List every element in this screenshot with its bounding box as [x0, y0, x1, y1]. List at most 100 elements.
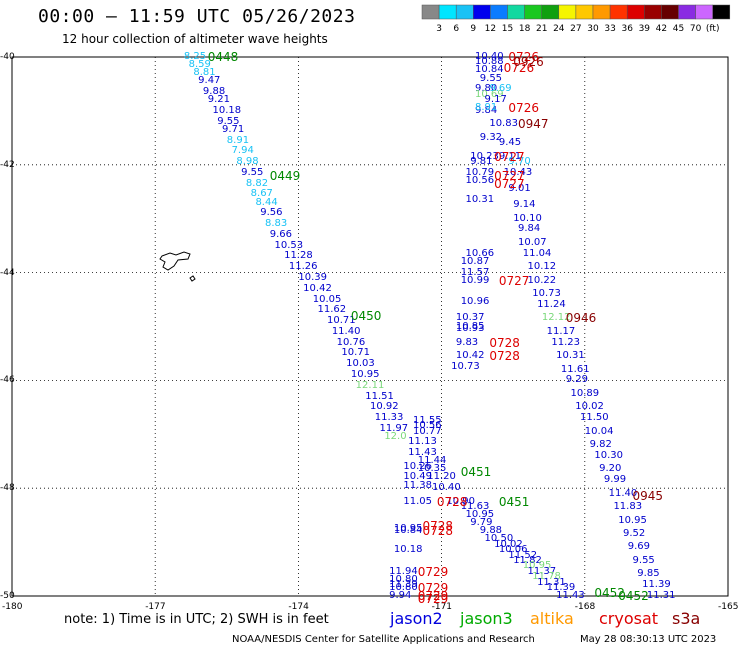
wave-height-value: 11.40: [608, 487, 638, 499]
wave-height-value: 11.38: [403, 479, 433, 491]
scale-tick-label: 39: [639, 24, 651, 34]
wave-height-value: 11.24: [537, 298, 566, 310]
pass-time-label: 0728: [489, 349, 520, 364]
wave-height-value: 10.95: [350, 369, 380, 380]
wave-height-value: 12.0: [384, 430, 407, 442]
wave-height-value: 10.71: [327, 315, 356, 327]
wave-height-value: 10.39: [298, 271, 328, 283]
wave-height-value: 10.37: [455, 312, 485, 324]
wave-height-value: 10.85: [455, 320, 485, 332]
lon-axis-label: -177: [145, 602, 166, 612]
wave-height-value: 9.52: [622, 528, 646, 539]
lat-axis-label: -46: [0, 375, 15, 386]
pass-time-label: 0729: [417, 591, 449, 606]
wave-height-value: 10.18: [212, 104, 242, 116]
wave-height-value: 8.81: [193, 67, 216, 79]
wave-height-value: 11.39: [642, 579, 671, 591]
wave-height-value: 8.59: [188, 59, 211, 71]
scale-tick-label: 27: [570, 24, 581, 34]
wave-height-value: 9.94: [389, 590, 412, 601]
lat-axis-label: -42: [0, 159, 15, 170]
wave-height-value: 11.44: [417, 455, 447, 467]
pass-time-label: 0727: [494, 176, 525, 191]
wave-height-value: 8.98: [236, 156, 259, 168]
wave-height-value: 10.79: [465, 166, 495, 178]
wave-height-value: 9.55: [479, 72, 503, 84]
wave-height-value: 11.43: [556, 590, 585, 601]
legend-item-altika: altika: [530, 609, 574, 628]
scale-tick-label: 70: [690, 24, 702, 34]
wave-height-value: 11.28: [284, 250, 313, 262]
pass-time-label: 0728: [489, 335, 520, 350]
wave-height-value: 9.56: [260, 207, 283, 219]
pass-time-label: 0729: [417, 580, 449, 595]
pass-time-label: 0452: [594, 586, 625, 601]
wave-height-value: 9.17: [484, 94, 507, 106]
scale-tick-label: 36: [621, 24, 633, 34]
wave-height-value: 10.99: [460, 274, 490, 286]
wave-height-value: 10.56: [412, 420, 442, 432]
wave-height-value: 10.23: [470, 150, 499, 162]
wave-height-value: 11.51: [365, 390, 394, 402]
pass-time-label: 0451: [460, 465, 492, 480]
wave-height-value: 9.55: [241, 166, 264, 178]
pass-time-label: 0449: [269, 168, 301, 183]
wave-height-value: 8.82: [245, 177, 269, 189]
wave-height-value: 9.80: [475, 83, 498, 95]
wave-height-value: 9.69: [489, 83, 512, 95]
wave-height-value: 10.93: [455, 323, 485, 335]
wave-height-value: 9.84: [517, 223, 541, 235]
wave-height-value: 10.80: [389, 581, 418, 593]
scale-tick-label: 3: [436, 24, 442, 34]
wave-height-value: 10.56: [465, 174, 495, 186]
wave-height-value: 10.30: [594, 449, 623, 461]
legend-item-cryosat: cryosat: [599, 609, 659, 628]
wave-height-value: 11.40: [331, 325, 361, 337]
wave-height-value: 11.97: [379, 422, 409, 434]
lon-axis-label: -174: [288, 602, 309, 612]
pass-time-label: 0727: [498, 273, 530, 288]
wave-height-value: 11.31: [537, 576, 566, 588]
wave-height-value: 10.95: [465, 509, 495, 521]
wave-height-value: 11.39: [389, 579, 418, 591]
wave-height-value: 11.63: [460, 501, 490, 513]
pass-time-label: 0947: [517, 117, 549, 132]
scale-tick-label: 9: [470, 24, 476, 34]
pass-time-label: 0728: [422, 524, 454, 539]
wave-height-value: 10.40: [475, 51, 504, 62]
footer-note: note: 1) Time is in UTC; 2) SWH is in fe…: [64, 612, 329, 627]
wave-height-value: 10.07: [517, 236, 547, 248]
wave-height-value: 10.83: [489, 118, 518, 130]
wave-height-value: 10.73: [532, 288, 561, 300]
scale-tick-label: 6: [453, 24, 459, 34]
wave-height-value: 9.32: [479, 131, 503, 143]
wave-height-value: 11.82: [513, 554, 542, 566]
wave-height-value: 10.02: [494, 538, 523, 550]
wave-height-value: 10.49: [403, 471, 433, 483]
wave-height-value: 10.04: [584, 425, 614, 437]
pass-time-label: 0450: [350, 308, 382, 323]
wave-height-value: 11.62: [317, 304, 347, 316]
wave-height-value: 9.99: [603, 474, 627, 486]
wave-height-value: 10.76: [336, 336, 366, 348]
legend-item-jason3: jason3: [460, 609, 513, 628]
wave-height-value: 8.91: [226, 134, 250, 146]
wave-height-value: 10.95: [522, 560, 552, 572]
pass-time-label: 0727: [494, 168, 525, 183]
wave-height-value: 10.10: [513, 212, 542, 224]
wave-height-value: 9.84: [475, 104, 498, 116]
wave-height-value: 11.61: [560, 363, 590, 375]
wave-height-value: 12.11: [355, 379, 385, 391]
island-outline: [189, 275, 196, 282]
wave-height-value: 9.88: [479, 525, 503, 537]
wave-height-value: 11.23: [551, 336, 581, 348]
wave-height-value: 11.94: [389, 565, 418, 577]
wave-height-value: 10.71: [341, 347, 370, 359]
lat-axis-label: -48: [0, 483, 15, 494]
scale-tick-label: 12: [485, 24, 496, 34]
wave-height-value: 9.79: [470, 517, 493, 529]
wave-height-value: 10.87: [460, 255, 490, 267]
pass-time-label: 0729: [417, 589, 449, 603]
wave-height-value: 9.83: [455, 336, 479, 348]
